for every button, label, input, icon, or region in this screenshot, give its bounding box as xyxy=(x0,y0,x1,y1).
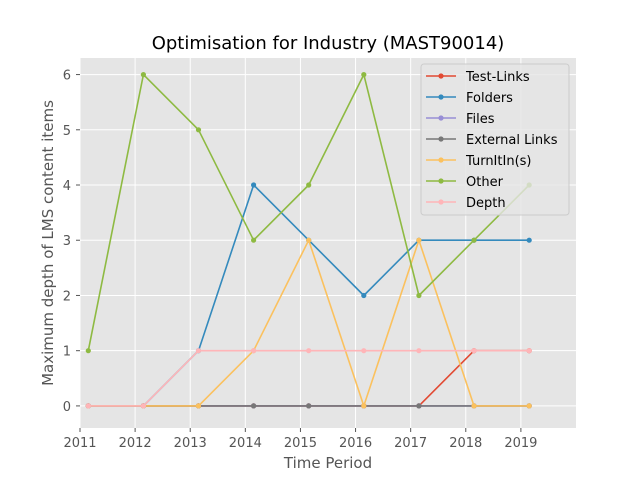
chart-title: Optimisation for Industry (MAST90014) xyxy=(152,33,505,54)
series-depth xyxy=(85,348,532,409)
data-point xyxy=(361,292,367,299)
legend-marker xyxy=(438,73,444,79)
data-point xyxy=(416,237,422,243)
legend-marker xyxy=(438,178,444,184)
series-other xyxy=(85,72,532,354)
legend-label: External Links xyxy=(466,133,558,148)
x-tick-label: 2017 xyxy=(394,436,427,451)
x-tick-label: 2018 xyxy=(449,436,482,451)
legend-label: Test-Links xyxy=(465,70,530,85)
data-point xyxy=(251,237,257,243)
y-tick-label: 3 xyxy=(63,234,71,249)
y-axis-label: Maximum depth of LMS content items xyxy=(39,100,57,386)
legend-label: TurnItIn(s) xyxy=(465,154,531,169)
legend-item: Depth xyxy=(426,196,506,211)
x-tick-label: 2011 xyxy=(63,436,96,451)
legend-item: Folders xyxy=(426,91,513,106)
x-tick-label: 2019 xyxy=(504,436,537,451)
data-point xyxy=(526,403,532,409)
legend-marker xyxy=(438,199,444,205)
legend-marker xyxy=(438,94,444,100)
data-point xyxy=(85,348,91,354)
legend: Test-Links Folders Files External Links Turn… xyxy=(420,63,570,216)
data-point xyxy=(526,348,532,354)
data-point xyxy=(361,72,367,78)
data-point xyxy=(251,182,257,188)
y-tick-label: 1 xyxy=(63,345,71,360)
x-tick-label: 2015 xyxy=(284,436,317,451)
x-tick-label: 2012 xyxy=(119,436,152,451)
data-point xyxy=(195,127,202,133)
x-axis-label: Time Period xyxy=(283,454,372,472)
legend-item: Files xyxy=(426,112,495,127)
data-point xyxy=(195,403,202,409)
data-point xyxy=(471,237,477,243)
data-point xyxy=(195,348,202,354)
y-tick-label: 4 xyxy=(63,179,71,194)
data-point xyxy=(416,403,422,409)
data-point xyxy=(361,403,367,409)
data-point xyxy=(140,403,146,409)
x-tick-label: 2013 xyxy=(174,436,207,451)
data-point xyxy=(526,237,532,243)
y-tick-label: 2 xyxy=(63,289,71,304)
legend-item: Other xyxy=(426,175,504,190)
y-tick-label: 0 xyxy=(63,400,71,415)
data-point xyxy=(416,292,422,299)
data-point xyxy=(306,237,312,243)
series-lines xyxy=(85,72,532,409)
legend-marker xyxy=(438,115,444,121)
data-point xyxy=(416,348,422,354)
legend-label: Other xyxy=(466,175,504,190)
legend-marker xyxy=(438,157,444,163)
legend-label: Depth xyxy=(466,196,506,211)
data-point xyxy=(306,348,312,354)
data-point xyxy=(471,348,477,354)
data-point xyxy=(306,403,312,409)
data-point xyxy=(85,403,91,409)
data-point xyxy=(471,403,477,409)
legend-item: Test-Links xyxy=(426,70,530,85)
data-point xyxy=(140,72,146,78)
data-point xyxy=(306,182,312,188)
data-point xyxy=(361,348,367,354)
y-tick-label: 5 xyxy=(63,124,71,139)
x-axis-ticks: 2011 2012 2013 2014 2015 2016 2017 2018 2019 xyxy=(63,428,537,451)
legend-label: Folders xyxy=(466,91,513,106)
legend-box xyxy=(420,63,570,216)
x-tick-label: 2016 xyxy=(339,436,372,451)
legend-marker xyxy=(438,136,444,142)
legend-item: TurnItIn(s) xyxy=(426,154,531,169)
y-tick-label: 6 xyxy=(63,69,71,84)
data-point xyxy=(251,403,257,409)
y-axis-ticks: 0 1 2 3 4 5 6 xyxy=(63,69,80,415)
legend-label: Files xyxy=(466,112,495,127)
x-tick-label: 2014 xyxy=(229,436,262,451)
legend-item: External Links xyxy=(426,133,558,148)
data-point xyxy=(251,348,257,354)
